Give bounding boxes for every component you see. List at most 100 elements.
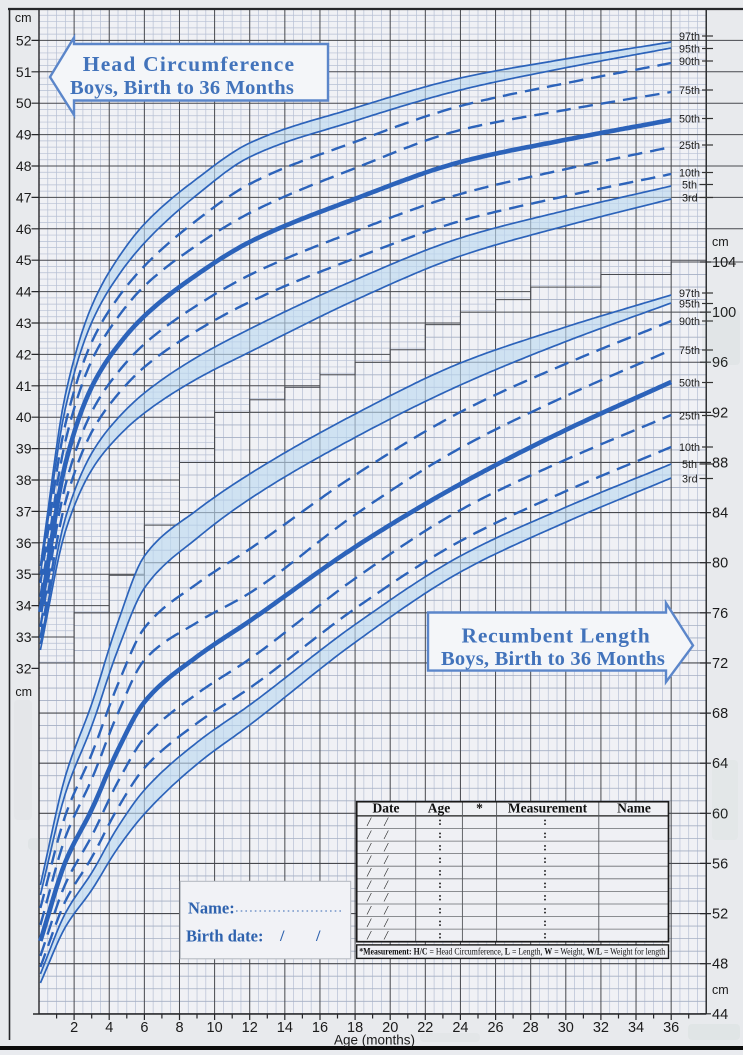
svg-text:38: 38 (16, 472, 32, 488)
svg-text:Recumbent Length: Recumbent Length (462, 624, 651, 648)
svg-text:90th: 90th (679, 56, 700, 68)
svg-text:35: 35 (16, 566, 32, 582)
svg-text:46: 46 (16, 221, 32, 237)
svg-text:/: / (366, 840, 372, 854)
svg-text::: : (438, 892, 442, 904)
svg-text:68: 68 (712, 706, 728, 722)
svg-text::: : (438, 867, 442, 879)
svg-text:/: / (383, 878, 389, 892)
svg-text::: : (438, 917, 442, 929)
svg-text:/: / (383, 928, 389, 942)
svg-text:95th: 95th (679, 43, 700, 55)
svg-text:3rd: 3rd (682, 192, 698, 204)
svg-text::: : (543, 904, 547, 916)
svg-text:cm: cm (15, 11, 32, 25)
svg-text::: : (543, 854, 547, 866)
svg-text::: : (543, 879, 547, 891)
svg-text:Birth date:: Birth date: (186, 927, 263, 946)
svg-text:100: 100 (712, 305, 736, 321)
svg-text:92: 92 (712, 405, 728, 421)
svg-text:43: 43 (16, 315, 32, 331)
svg-text:75th: 75th (679, 85, 700, 97)
svg-text:4: 4 (105, 1020, 113, 1036)
svg-text:5th: 5th (682, 179, 697, 191)
svg-text:37: 37 (16, 503, 32, 519)
svg-text:25th: 25th (679, 140, 700, 152)
svg-text:50th: 50th (679, 113, 700, 125)
svg-text:10th: 10th (679, 442, 700, 454)
svg-text:97th: 97th (679, 31, 700, 43)
svg-text:2: 2 (70, 1020, 78, 1036)
svg-text::: : (543, 929, 547, 941)
svg-text:Name: Name (617, 801, 651, 816)
svg-text:Age (months): Age (months) (334, 1033, 415, 1048)
svg-text::: : (543, 892, 547, 904)
svg-text:60: 60 (712, 806, 728, 822)
svg-text:12: 12 (242, 1020, 258, 1036)
svg-text:48: 48 (712, 957, 728, 973)
svg-text:22: 22 (417, 1020, 433, 1036)
svg-text:41: 41 (16, 378, 32, 394)
svg-text:33: 33 (16, 629, 32, 645)
svg-text:44: 44 (712, 1007, 728, 1023)
svg-text:Date: Date (373, 801, 400, 816)
svg-text:Name:: Name: (188, 899, 235, 918)
svg-text::: : (438, 829, 442, 841)
svg-text:/: / (383, 903, 389, 917)
svg-text::: : (438, 879, 442, 891)
svg-text:44: 44 (16, 284, 32, 300)
svg-text:49: 49 (16, 127, 32, 143)
svg-text:10: 10 (207, 1020, 223, 1036)
svg-text:/: / (383, 866, 389, 880)
svg-text::: : (543, 867, 547, 879)
svg-text:28: 28 (523, 1020, 539, 1036)
svg-text:96: 96 (712, 355, 728, 371)
svg-text::: : (543, 829, 547, 841)
svg-text:cm: cm (712, 235, 729, 249)
svg-text:34: 34 (16, 598, 32, 614)
svg-text:/: / (366, 928, 372, 942)
svg-text:*Measurement: H/C = Head Circu: *Measurement: H/C = Head Circumference, … (359, 947, 665, 958)
svg-text:36: 36 (16, 535, 32, 551)
svg-text:/: / (315, 928, 321, 945)
svg-text:75th: 75th (679, 345, 700, 357)
svg-text::: : (543, 841, 547, 853)
svg-text:25th: 25th (679, 410, 700, 422)
svg-text:Measurement: Measurement (508, 801, 588, 816)
svg-text:Boys, Birth to 36 Months: Boys, Birth to 36 Months (441, 648, 665, 670)
svg-text:cm: cm (712, 983, 729, 997)
svg-text:/: / (366, 853, 372, 867)
svg-text:51: 51 (16, 64, 32, 80)
svg-text:/: / (366, 878, 372, 892)
svg-text:72: 72 (712, 656, 728, 672)
svg-text::: : (438, 854, 442, 866)
svg-text:24: 24 (452, 1020, 468, 1036)
svg-text:47: 47 (16, 189, 32, 205)
svg-text:/: / (279, 928, 285, 945)
svg-text:39: 39 (16, 441, 32, 457)
svg-text:/: / (383, 840, 389, 854)
svg-text:64: 64 (712, 756, 728, 772)
svg-text:52: 52 (712, 907, 728, 923)
svg-text:40: 40 (16, 409, 32, 425)
svg-text:104: 104 (712, 255, 736, 271)
svg-text:36: 36 (663, 1020, 679, 1036)
svg-text::: : (438, 816, 442, 828)
svg-text:8: 8 (175, 1020, 183, 1036)
svg-text:10th: 10th (679, 167, 700, 179)
svg-text:18: 18 (347, 1020, 363, 1036)
svg-text:76: 76 (712, 606, 728, 622)
svg-text:3rd: 3rd (682, 473, 698, 485)
svg-text:5th: 5th (682, 459, 697, 471)
svg-text:/: / (366, 903, 372, 917)
svg-text:Age: Age (428, 801, 451, 816)
svg-text:16: 16 (312, 1020, 328, 1036)
svg-text:45: 45 (16, 252, 32, 268)
svg-text:/: / (366, 891, 372, 905)
svg-text:*: * (476, 801, 483, 816)
svg-text:50th: 50th (679, 377, 700, 389)
svg-text:20: 20 (382, 1020, 398, 1036)
svg-text:88: 88 (712, 455, 728, 471)
svg-text:32: 32 (593, 1020, 609, 1036)
svg-text:42: 42 (16, 346, 32, 362)
